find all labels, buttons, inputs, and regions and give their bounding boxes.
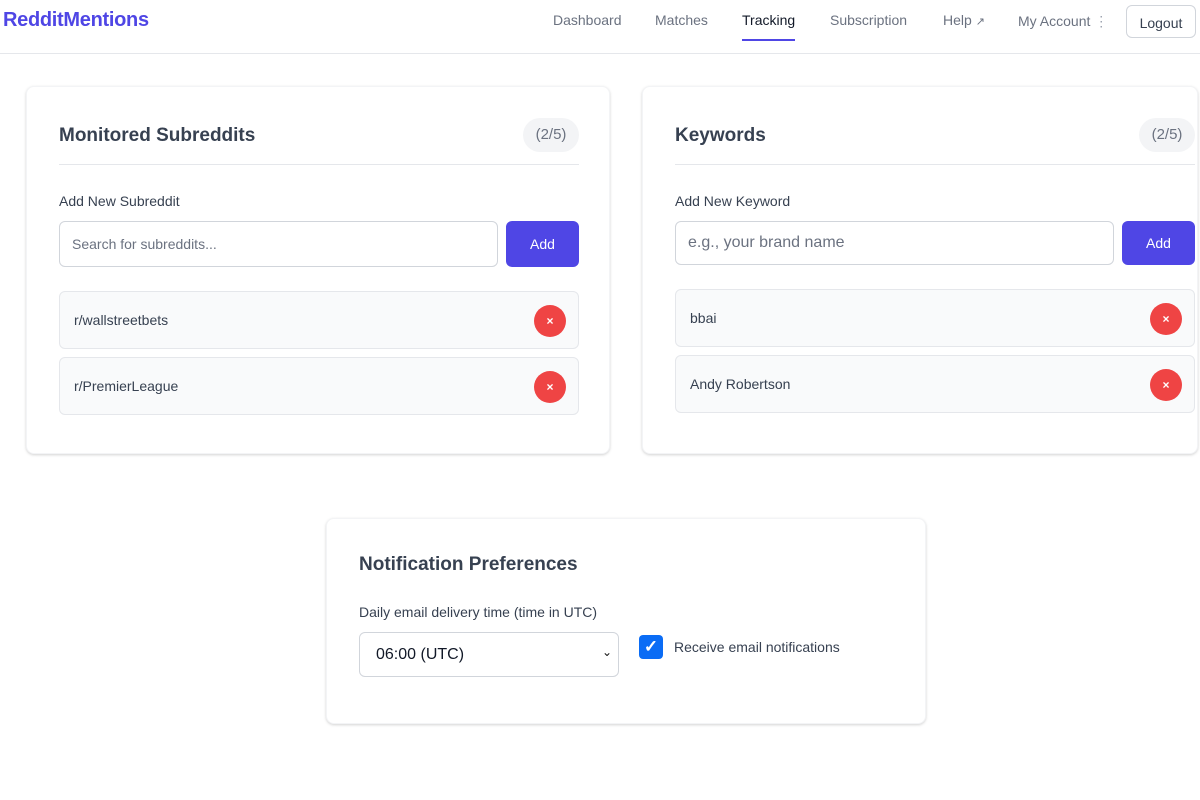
nav-subscription[interactable]: Subscription [830, 12, 908, 28]
delivery-time-select[interactable]: 06:00 (UTC) ⌄ [359, 632, 619, 677]
list-item: r/PremierLeague × [59, 357, 579, 415]
nav-help-label: Help [943, 12, 972, 28]
checkbox-label[interactable]: Receive email notifications [674, 639, 840, 655]
email-notifications-checkbox[interactable]: ✓ [639, 635, 663, 659]
card-title: Keywords [675, 125, 766, 146]
subreddit-search-input[interactable] [59, 221, 498, 267]
notification-card: Notification Preferences Daily email del… [326, 518, 926, 724]
nav-matches[interactable]: Matches [655, 12, 708, 28]
vertical-dots-icon: ⋮ [1094, 13, 1109, 29]
keyword-input[interactable] [675, 221, 1114, 265]
selected-time: 06:00 (UTC) [376, 646, 465, 663]
subreddit-name: r/wallstreetbets [74, 312, 169, 328]
add-keyword-label: Add New Keyword [675, 193, 791, 209]
keywords-card: Keywords (2/5) Add New Keyword Add bbai … [642, 86, 1198, 454]
chevron-down-icon: ⌄ [601, 645, 612, 659]
list-item: r/wallstreetbets × [59, 291, 579, 349]
nav-tracking[interactable]: Tracking [742, 12, 796, 41]
nav-dashboard[interactable]: Dashboard [553, 12, 622, 28]
card-title: Monitored Subreddits [59, 125, 256, 146]
nav-my-account[interactable]: My Account ⋮ [1018, 13, 1108, 41]
external-link-icon: ↗ [975, 16, 985, 28]
add-subreddit-button[interactable]: Add [506, 221, 579, 267]
remove-button[interactable]: × [534, 305, 566, 337]
keyword-text: bbai [690, 310, 717, 326]
keyword-text: Andy Robertson [690, 376, 791, 392]
subreddits-card: Monitored Subreddits (2/5) Add New Subre… [26, 86, 610, 454]
subreddit-name: r/PremierLeague [74, 378, 179, 394]
top-nav: RedditMentions Dashboard Matches Trackin… [0, 0, 1200, 54]
divider [59, 164, 579, 165]
nav-help[interactable]: Help ↗ [943, 12, 985, 40]
nav-account-label: My Account [1018, 13, 1091, 29]
list-item: bbai × [675, 289, 1195, 347]
count-badge: (2/5) [1139, 118, 1195, 152]
checkmark-icon: ✓ [643, 637, 659, 656]
remove-button[interactable]: × [534, 371, 566, 403]
logout-button[interactable]: Logout [1126, 5, 1196, 38]
add-keyword-button[interactable]: Add [1122, 221, 1195, 265]
add-subreddit-label: Add New Subreddit [59, 193, 180, 209]
card-title: Notification Preferences [359, 554, 578, 575]
divider [675, 164, 1195, 165]
remove-button[interactable]: × [1150, 303, 1182, 335]
count-badge: (2/5) [523, 118, 579, 152]
list-item: Andy Robertson × [675, 355, 1195, 413]
logo[interactable]: RedditMentions [3, 9, 149, 31]
time-label: Daily email delivery time (time in UTC) [359, 604, 598, 620]
remove-button[interactable]: × [1150, 369, 1182, 401]
